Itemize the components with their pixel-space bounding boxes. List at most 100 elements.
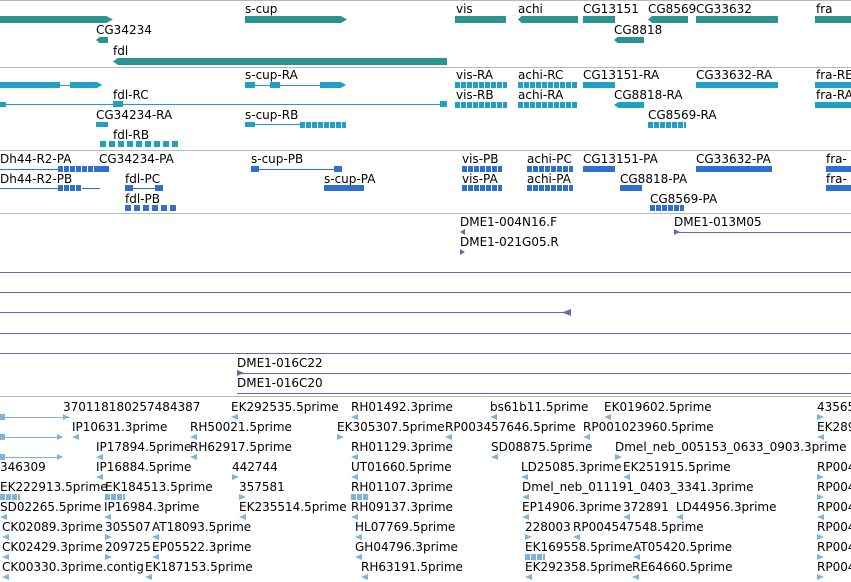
est-feature[interactable]: [817, 574, 824, 580]
est-label[interactable]: RP004: [817, 560, 851, 574]
protein-label[interactable]: vis-PA: [462, 172, 498, 186]
gene-feature[interactable]: [518, 16, 578, 23]
est-feature[interactable]: [231, 414, 238, 420]
est-feature[interactable]: [63, 414, 69, 420]
est-label[interactable]: IP10631.3prime: [72, 420, 168, 434]
exon[interactable]: [518, 102, 578, 108]
transcript-label[interactable]: s-cup-RB: [245, 108, 299, 122]
clone-label[interactable]: DME1-013M05: [674, 215, 762, 229]
transcript-label[interactable]: fdl-RC: [113, 88, 149, 102]
transcript-label[interactable]: s-cup-RA: [245, 68, 298, 82]
est-label[interactable]: RP003457646.5prime: [445, 420, 576, 434]
gene-label[interactable]: fdl: [113, 44, 129, 58]
est-feature[interactable]: [355, 554, 362, 560]
est-feature[interactable]: [239, 494, 246, 500]
est-feature[interactable]: [239, 514, 246, 520]
transcript-label[interactable]: vis-RA: [456, 68, 494, 82]
est-label[interactable]: EP14906.3prime: [522, 500, 622, 514]
est-feature[interactable]: [0, 494, 20, 500]
est-label[interactable]: RE64660.5prime: [632, 560, 733, 574]
est-label[interactable]: RP004: [817, 540, 851, 554]
est-feature[interactable]: [817, 434, 824, 440]
gene-feature[interactable]: [583, 16, 615, 23]
est-label[interactable]: IP17894.5prime: [96, 440, 192, 454]
exon[interactable]: [614, 102, 644, 108]
est-label[interactable]: RH09137.3prime: [351, 500, 453, 514]
est-feature[interactable]: [104, 514, 111, 520]
est-label[interactable]: RH63191.5prime: [361, 560, 463, 574]
est-feature[interactable]: [351, 494, 369, 500]
est-label[interactable]: EK019602.5prime: [604, 400, 712, 414]
est-label[interactable]: EK235514.5prime: [239, 500, 347, 514]
exon[interactable]: [70, 82, 102, 88]
est-label[interactable]: 442744: [232, 460, 278, 474]
clone-feature[interactable]: [460, 229, 465, 235]
protein-label[interactable]: s-cup-PB: [251, 152, 304, 166]
est-feature[interactable]: [72, 434, 79, 440]
est-label[interactable]: AT05420.5prime: [633, 540, 733, 554]
est-feature[interactable]: [490, 414, 497, 420]
transcript-label[interactable]: CG13151-RA: [583, 68, 660, 82]
gene-feature[interactable]: [245, 16, 347, 23]
exon[interactable]: [0, 82, 60, 88]
est-feature[interactable]: [521, 474, 528, 480]
est-feature[interactable]: [57, 434, 63, 440]
clone-label[interactable]: DME1-021G05.R: [460, 235, 559, 249]
exon[interactable]: [815, 102, 851, 108]
clone-feature[interactable]: [237, 370, 244, 376]
est-feature[interactable]: [817, 414, 824, 420]
protein-feature[interactable]: [527, 166, 573, 172]
est-feature[interactable]: [573, 534, 580, 540]
protein-feature[interactable]: [99, 166, 109, 172]
clone-feature[interactable]: [674, 229, 680, 235]
est-label[interactable]: RP004: [817, 480, 851, 494]
est-feature[interactable]: [0, 514, 7, 520]
est-feature[interactable]: [152, 534, 159, 540]
est-feature[interactable]: [522, 514, 529, 520]
est-label[interactable]: UT01660.5prime: [351, 460, 452, 474]
est-label[interactable]: RP001023960.5prime: [583, 420, 714, 434]
clone-line[interactable]: [674, 232, 851, 233]
transcript-label[interactable]: vis-RB: [456, 88, 494, 102]
est-label[interactable]: EK305307.5prime: [337, 420, 445, 434]
est-label[interactable]: Dmel_neb_011191_0403_3341.3prime: [522, 480, 754, 494]
est-label[interactable]: IP16884.5prime: [96, 460, 192, 474]
protein-feature[interactable]: [620, 185, 642, 191]
est-feature[interactable]: [0, 414, 5, 420]
est-feature[interactable]: [145, 574, 152, 580]
protein-label[interactable]: CG33632-PA: [696, 152, 771, 166]
exon[interactable]: [455, 82, 507, 88]
gene-label[interactable]: s-cup: [245, 2, 278, 16]
est-feature[interactable]: [525, 534, 532, 540]
gene-feature[interactable]: [455, 16, 506, 23]
protein-label[interactable]: Dh44-R2-PA: [0, 152, 72, 166]
est-feature[interactable]: [337, 434, 344, 440]
protein-label[interactable]: fdl-PC: [125, 172, 161, 186]
exon[interactable]: [270, 82, 280, 88]
est-label[interactable]: EK292535.5prime: [231, 400, 339, 414]
est-label[interactable]: CK00330.3prime.contig: [2, 560, 144, 574]
protein-feature[interactable]: [58, 185, 82, 191]
clone-line[interactable]: [0, 292, 851, 293]
est-feature[interactable]: [0, 434, 5, 440]
est-feature[interactable]: [105, 534, 112, 540]
est-feature[interactable]: [96, 474, 103, 480]
est-label[interactable]: IP16984.3prime: [104, 500, 200, 514]
est-feature[interactable]: [96, 454, 103, 460]
protein-label[interactable]: CG8569-PA: [650, 192, 718, 206]
est-label[interactable]: bs61b11.5prime: [490, 400, 589, 414]
exon[interactable]: [440, 101, 447, 107]
protein-feature[interactable]: [155, 185, 163, 191]
est-feature[interactable]: [525, 554, 545, 560]
gene-label[interactable]: vis: [456, 2, 473, 16]
est-label[interactable]: SD08875.5prime: [491, 440, 593, 454]
est-label[interactable]: CK02089.3prime: [2, 520, 103, 534]
transcript-label[interactable]: fra-RE: [816, 68, 851, 82]
protein-label[interactable]: fra-: [826, 152, 847, 166]
est-feature[interactable]: [232, 474, 239, 480]
clone-label[interactable]: DME1-004N16.F: [460, 215, 558, 229]
est-label[interactable]: HL07769.5prime: [355, 520, 456, 534]
est-label[interactable]: EK222913.5prime: [0, 480, 108, 494]
est-label[interactable]: EP05522.3prime: [152, 540, 252, 554]
